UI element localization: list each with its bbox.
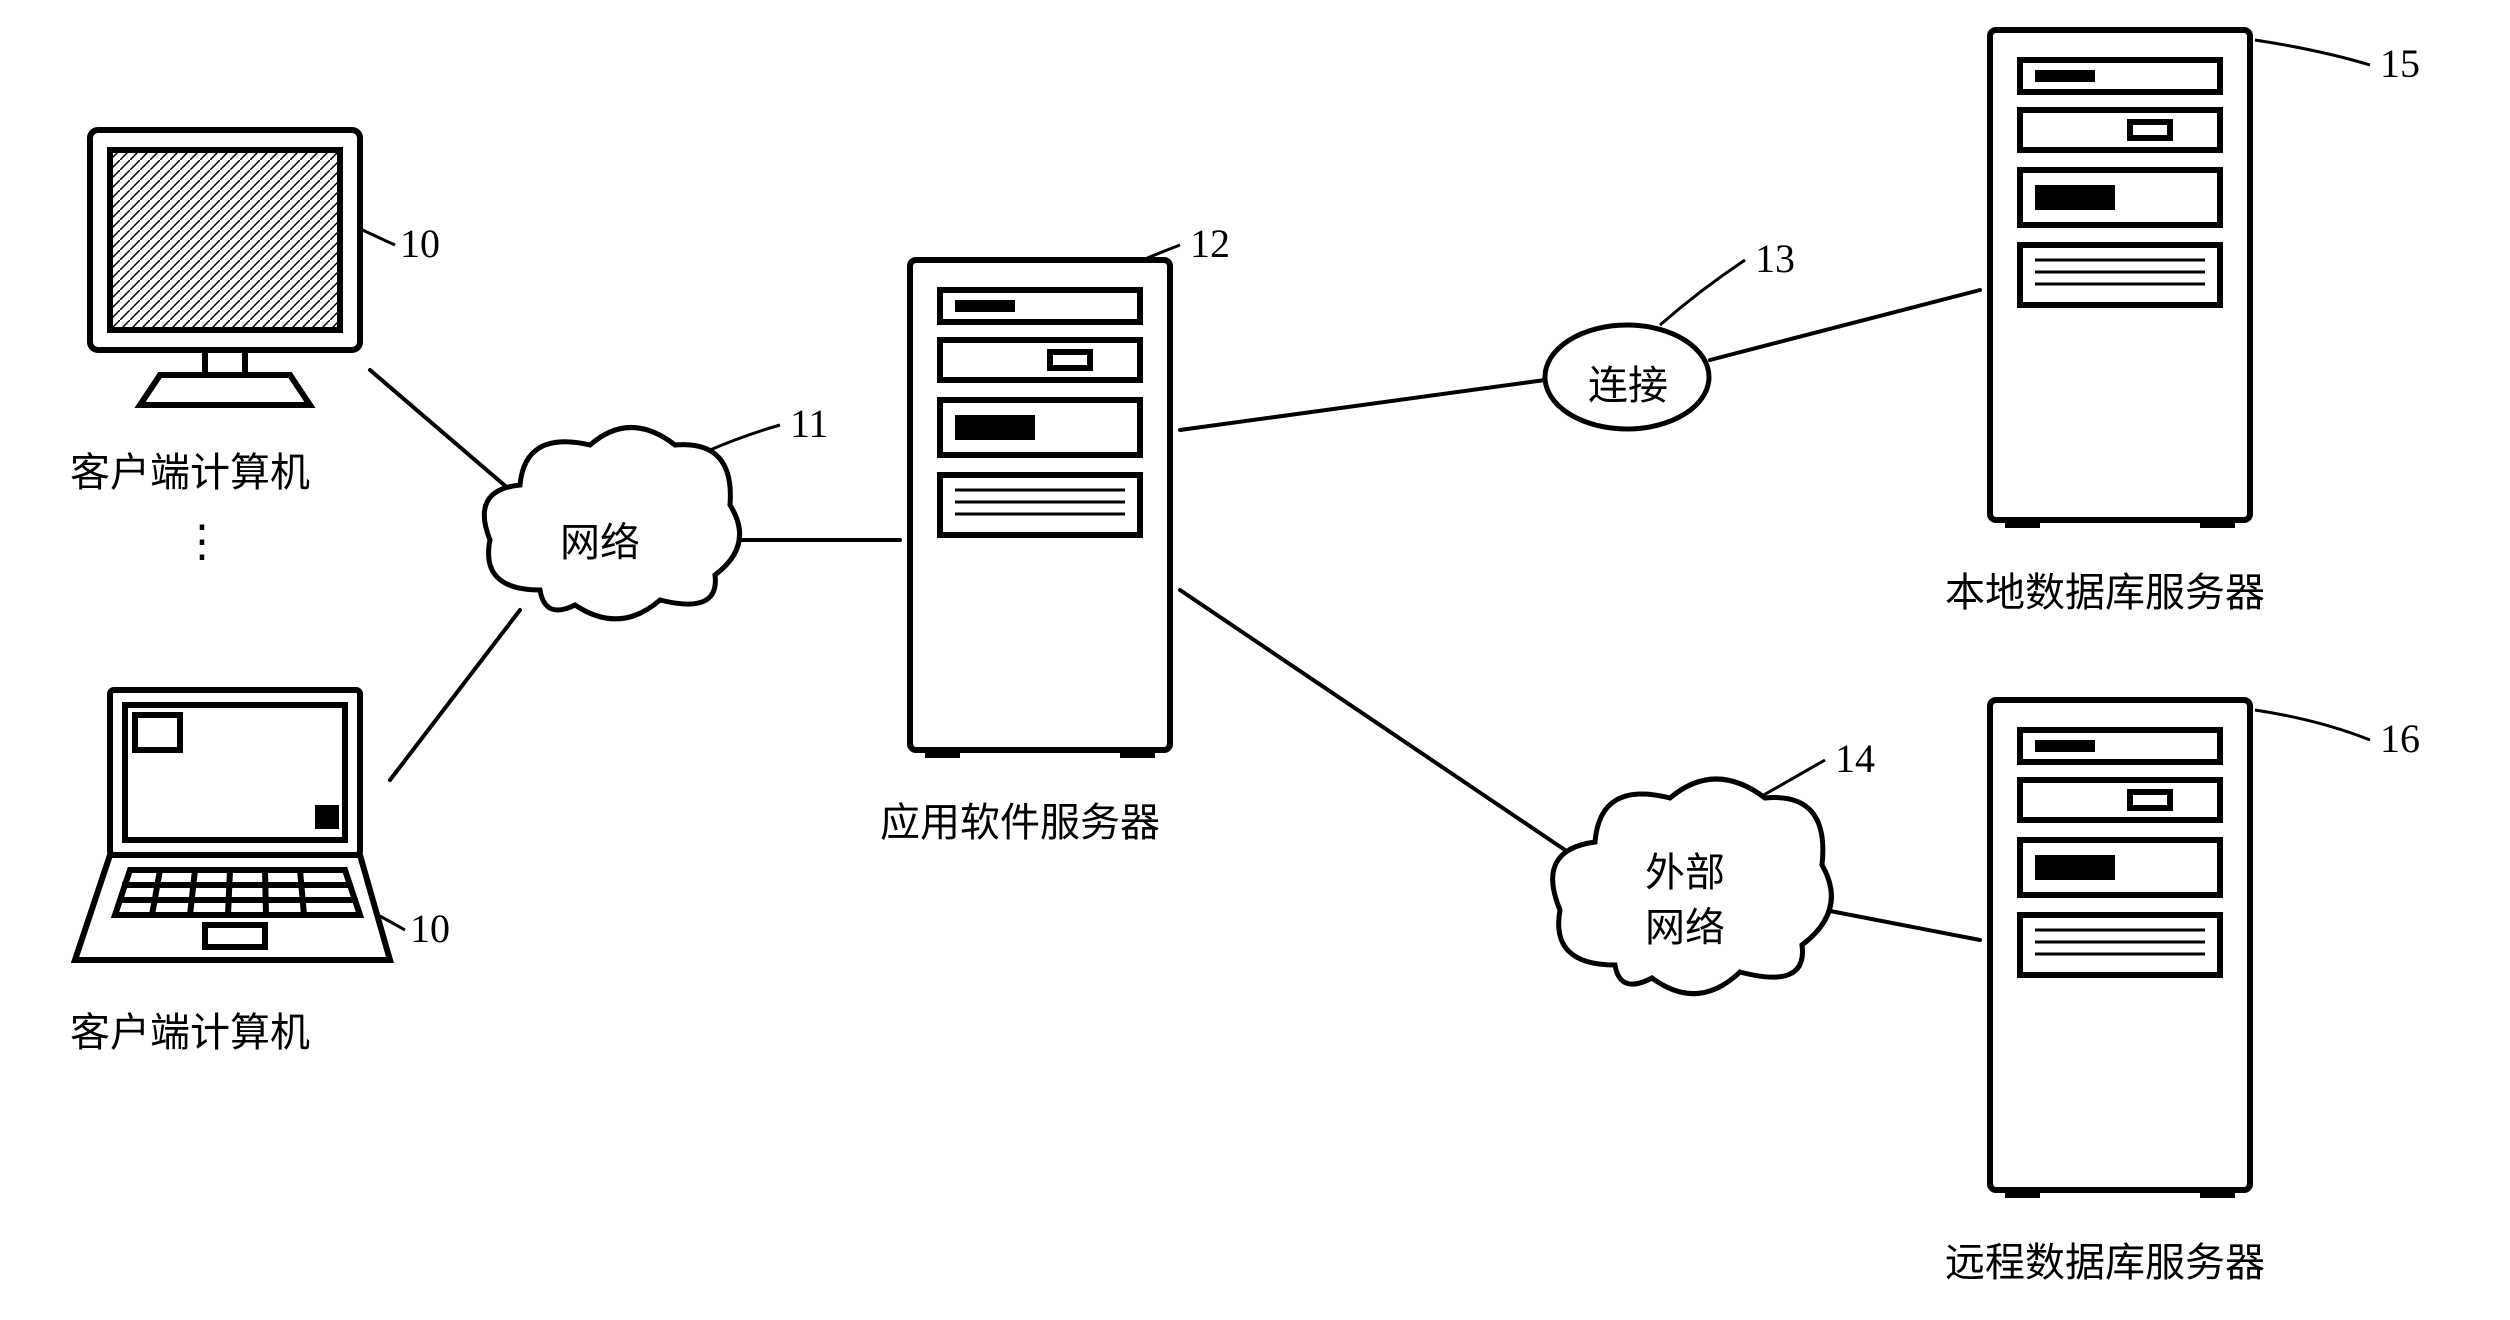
cloud-extnet-label1: 外部 (1645, 840, 1725, 898)
diagram-canvas: ⋮ 网络 (0, 0, 2510, 1320)
client2-label: 客户端计算机 (70, 1000, 310, 1058)
ref-10a: 10 (400, 220, 440, 267)
cloud-extnet-label2: 网络 (1645, 895, 1725, 953)
remotedb-tower-icon (1980, 690, 2260, 1200)
ref-13: 13 (1755, 235, 1795, 282)
ref-14: 14 (1835, 735, 1875, 782)
appserver-tower-icon (900, 250, 1180, 760)
ellipsis-icon: ⋮ (180, 520, 224, 564)
client1-label: 客户端计算机 (70, 440, 310, 498)
localdb-label: 本地数据库服务器 (1945, 560, 2265, 618)
monitor-icon (80, 120, 380, 420)
ref-16: 16 (2380, 715, 2420, 762)
ref-11: 11 (790, 400, 829, 447)
laptop-icon (60, 680, 400, 980)
connect-label: 连接 (1588, 353, 1668, 411)
ref-15: 15 (2380, 40, 2420, 87)
ref-12: 12 (1190, 220, 1230, 267)
remotedb-label: 远程数据库服务器 (1945, 1230, 2265, 1288)
localdb-tower-icon (1980, 20, 2260, 530)
ref-10b: 10 (410, 905, 450, 952)
cloud-network-label: 网络 (560, 510, 640, 568)
appserver-label: 应用软件服务器 (880, 790, 1160, 848)
